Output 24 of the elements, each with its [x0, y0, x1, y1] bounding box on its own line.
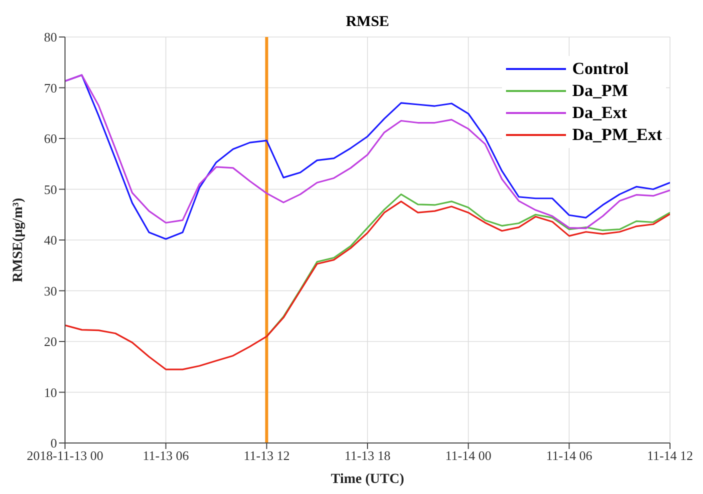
x-tick-label: 11-13 12: [244, 448, 290, 464]
legend-label: Da_PM: [572, 80, 628, 102]
y-axis-title: RMSE(μg/m³): [10, 197, 26, 282]
x-tick-label: 11-13 06: [142, 448, 190, 464]
legend-label: Control: [572, 58, 629, 80]
x-tick-label: 11-14 06: [546, 448, 593, 464]
chart-title: RMSE: [344, 14, 390, 31]
y-tick-label: 30: [44, 283, 57, 298]
y-tick-label: 20: [44, 334, 57, 350]
y-tick-label: 40: [44, 232, 57, 248]
x-tick-label: 11-14 12: [646, 448, 694, 464]
y-tick-label: 80: [44, 30, 57, 45]
y-tick-label: 70: [44, 80, 57, 96]
y-tick-label: 10: [44, 384, 57, 400]
y-tick-label: 50: [44, 182, 57, 197]
x-tick-label: 11-14 00: [445, 448, 492, 464]
legend-label: Da_PM_Ext: [572, 124, 662, 146]
y-tick-label: 0: [50, 436, 57, 451]
x-tick-label: 2018-11-13 00: [26, 448, 104, 464]
x-tick-label: 11-13 18: [344, 448, 391, 464]
x-axis-title: Time (UTC): [330, 472, 404, 487]
legend-label: Da_Ext: [572, 102, 628, 124]
line-series: [65, 200, 670, 370]
y-tick-label: 60: [44, 131, 57, 146]
